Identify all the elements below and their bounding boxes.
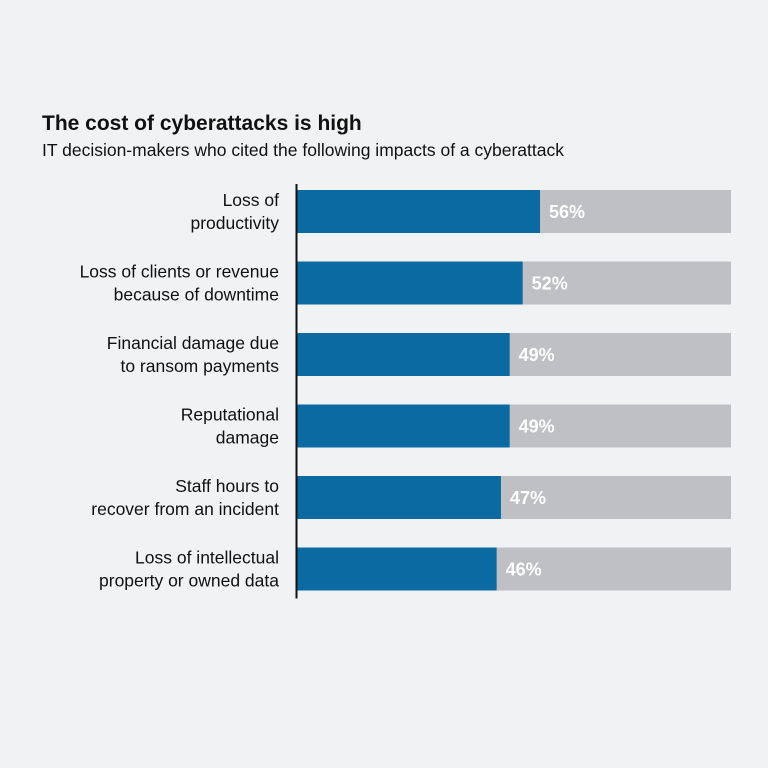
category-label-line: Loss of clients or revenue — [80, 262, 279, 282]
bar-row: 52% Loss of clients or revenue because of … — [80, 261, 731, 305]
bar-row: 56% Loss of productivity — [190, 190, 731, 233]
bar — [297, 547, 497, 591]
category-label-line: Financial damage due — [107, 333, 279, 353]
bar-row: 47% Staff hours to recover from an inciden… — [91, 476, 731, 519]
category-label: Loss of productivity — [190, 190, 279, 233]
category-label: Financial damage due to ransom payments — [107, 333, 279, 376]
bar — [297, 333, 510, 376]
value-label: 52% — [532, 274, 568, 294]
category-label-line: property or owned data — [99, 571, 279, 591]
category-label-line: because of downtime — [114, 285, 279, 305]
category-label-line: Loss of intellectual — [135, 548, 279, 568]
category-label-line: Loss of — [223, 190, 280, 210]
value-label: 46% — [506, 560, 542, 580]
chart-title: The cost of cyberattacks is high — [42, 112, 362, 135]
category-label: Reputational damage — [181, 405, 279, 448]
bar — [297, 476, 501, 519]
category-label-line: Reputational — [181, 405, 279, 425]
bar — [297, 261, 523, 305]
chart-subtitle: IT decision-makers who cited the followi… — [42, 140, 564, 160]
category-label-line: Staff hours to — [175, 476, 279, 496]
bar — [297, 404, 510, 448]
bar-row: 46% Loss of intellectual property or owned… — [99, 547, 731, 591]
category-label-line: damage — [216, 428, 279, 448]
category-label-line: to ransom payments — [120, 356, 279, 376]
category-label: Loss of clients or revenue because of dow… — [80, 262, 279, 305]
value-label: 49% — [519, 345, 555, 365]
category-label: Staff hours to recover from an incident — [91, 476, 279, 519]
value-label: 49% — [519, 417, 555, 437]
bar — [297, 190, 541, 233]
value-label: 47% — [510, 488, 546, 508]
bar-row: 49% Financial damage due to ransom payment… — [107, 333, 731, 376]
bar-row: 49% Reputational damage — [181, 404, 731, 448]
category-label-line: recover from an incident — [91, 499, 279, 519]
value-label: 56% — [549, 202, 585, 222]
category-label: Loss of intellectual property or owned da… — [99, 548, 279, 591]
category-label-line: productivity — [190, 213, 279, 233]
